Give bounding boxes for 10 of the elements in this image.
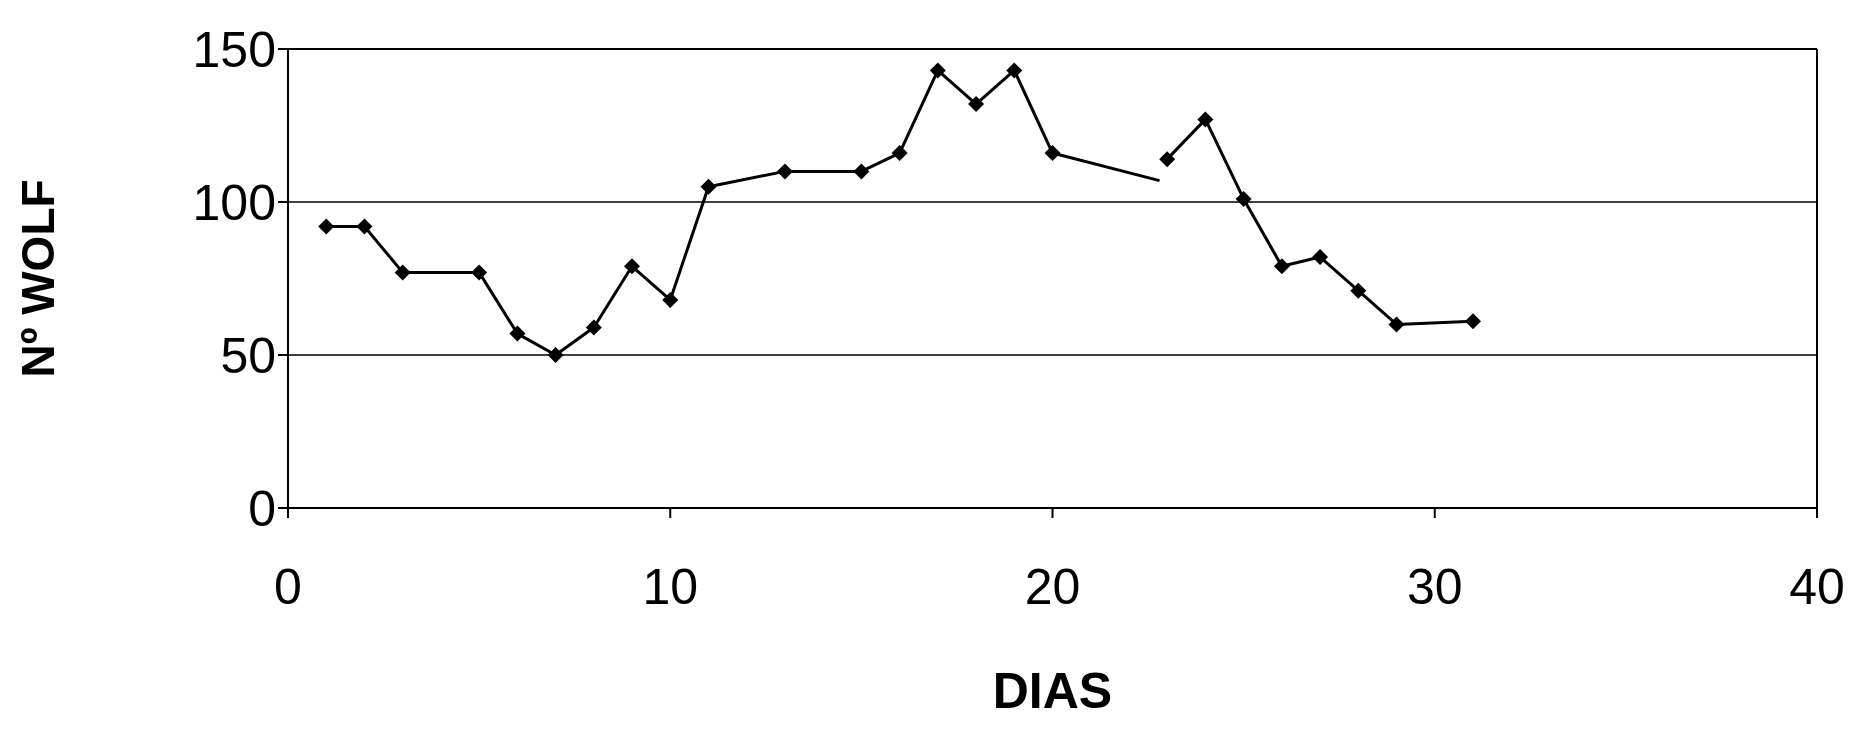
x-tick-label: 40 <box>1789 558 1845 615</box>
y-tick-label: 50 <box>220 327 276 384</box>
y-tick-label: 100 <box>192 174 276 231</box>
x-axis-title: DIAS <box>992 663 1113 719</box>
x-tick-label: 10 <box>642 558 699 615</box>
y-tick-label: 150 <box>192 21 276 78</box>
x-tick-label: 20 <box>1024 558 1081 615</box>
x-tick-label: 30 <box>1406 558 1463 615</box>
y-axis-title: Nº WOLF <box>12 179 65 378</box>
y-tick-label: 0 <box>248 480 276 537</box>
